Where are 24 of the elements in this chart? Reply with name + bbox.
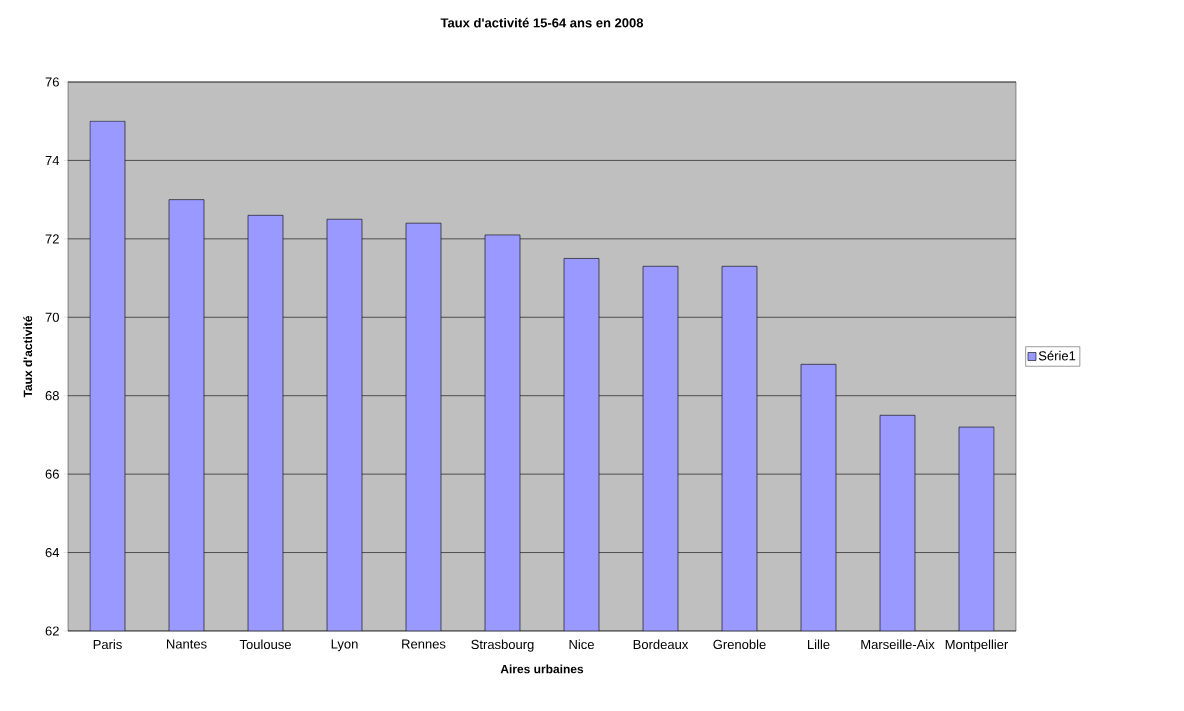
x-tick-label: Lille (808, 639, 830, 650)
x-tick-label: Toulouse (239, 639, 291, 650)
y-tick-label: 62 (45, 626, 59, 636)
chart-title: Taux d'activité 15-64 ans en 2008 (440, 17, 644, 28)
x-tick-label: Lyon (331, 639, 358, 652)
y-tick-label: 68 (45, 391, 59, 401)
y-tick-label: 72 (45, 234, 59, 244)
x-tick-label: Strasbourg (471, 639, 534, 652)
y-tick-label: 76 (45, 77, 59, 87)
x-axis-title: Aires urbaines (500, 664, 584, 674)
x-tick-label: Montpellier (945, 639, 1009, 652)
y-tick-label: 74 (45, 155, 60, 165)
y-tick-label: 70 (45, 312, 59, 322)
x-tick-label: Grenoble (713, 639, 766, 650)
legend-label: Série1 (1038, 350, 1076, 361)
x-tick-label: Bordeaux (633, 639, 689, 650)
x-tick-label: Rennes (402, 639, 446, 649)
x-tick-label: Paris (93, 639, 122, 650)
x-tick-label: Marseille-Aix (861, 639, 935, 650)
x-tick-label: Nice (569, 639, 594, 650)
y-tick-label: 64 (45, 547, 60, 558)
y-axis-title: Taux d'activité (23, 315, 33, 398)
x-tick-label: Nantes (166, 639, 207, 649)
y-tick-label: 66 (45, 469, 59, 479)
